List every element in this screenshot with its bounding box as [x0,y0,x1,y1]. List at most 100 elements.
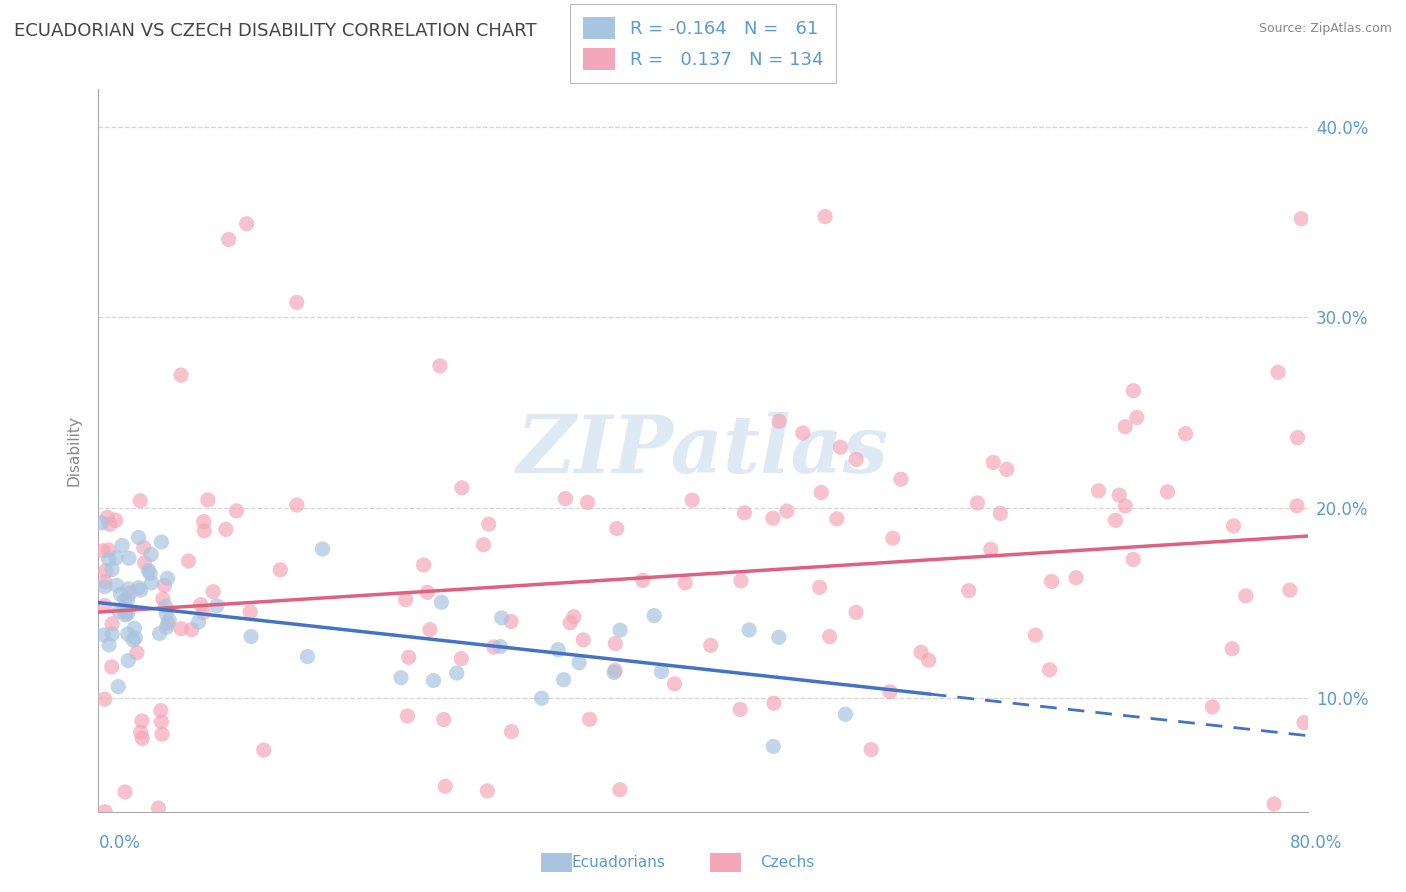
Point [1156,484,1178,499]
Point [114,785,136,799]
Point [818,630,841,644]
Point [253,743,276,757]
Point [170,622,193,636]
Point [1122,384,1144,398]
Point [1126,410,1149,425]
Point [101,616,124,631]
Point [94,805,117,819]
Point [156,571,179,585]
Point [981,455,1004,469]
Point [501,724,523,739]
Point [730,574,752,588]
Point [395,592,418,607]
Point [733,506,755,520]
Point [482,640,505,654]
Point [1108,488,1130,502]
Point [117,592,139,607]
Point [609,782,631,797]
Point [1174,426,1197,441]
Point [450,651,472,665]
Point [124,631,146,645]
Point [97,552,120,566]
Point [554,491,576,506]
Point [285,498,308,512]
Point [845,452,868,467]
Point [193,524,215,538]
Point [1220,641,1243,656]
Point [609,623,631,637]
Point [218,232,240,246]
FancyBboxPatch shape [541,853,572,872]
Point [134,556,156,570]
Point [860,742,883,756]
Point [768,630,790,644]
Point [153,578,176,592]
Point [882,531,904,545]
Point [122,633,145,648]
Point [429,359,451,373]
Point [93,692,115,706]
Point [430,595,453,609]
Point [762,511,785,525]
Point [129,493,152,508]
Point [117,607,139,621]
Point [180,623,202,637]
Point [240,630,263,644]
Point [156,616,179,631]
Point [825,512,848,526]
Point [433,713,456,727]
Point [814,210,837,224]
Point [957,583,980,598]
Point [419,623,441,637]
Point [1104,513,1126,527]
Point [776,504,799,518]
Point [139,566,162,581]
Point [1263,797,1285,811]
Point [157,613,180,627]
Point [1291,211,1313,226]
Point [285,295,308,310]
Point [205,599,228,613]
Point [980,542,1002,557]
Point [1039,663,1062,677]
Point [434,779,457,793]
Point [152,591,174,606]
Point [94,580,117,594]
Point [830,440,852,454]
Point [115,605,138,619]
Legend: R = -0.164   N =   61, R =   0.137   N = 134: R = -0.164 N = 61, R = 0.137 N = 134 [571,4,835,83]
Point [681,493,703,508]
Point [530,691,553,706]
Point [101,627,124,641]
Point [988,507,1011,521]
Point [576,495,599,509]
Point [1064,571,1087,585]
Point [553,673,575,687]
Point [890,472,912,486]
Point [93,599,115,613]
Point [1040,574,1063,589]
Point [269,563,291,577]
Point [605,637,627,651]
Point [562,609,585,624]
Point [170,368,193,383]
Point [568,656,591,670]
Point [472,538,495,552]
Point [114,593,136,607]
Point [177,554,200,568]
Point [104,513,127,527]
Point [148,626,170,640]
Point [90,516,112,530]
Point [1285,499,1308,513]
Point [489,640,512,654]
Point [1278,583,1301,598]
Point [150,535,173,549]
Point [141,548,163,562]
Point [673,575,696,590]
Point [446,666,468,681]
Point [1122,552,1144,566]
Point [131,714,153,728]
Point [664,677,686,691]
Point [416,585,439,599]
Point [132,541,155,555]
